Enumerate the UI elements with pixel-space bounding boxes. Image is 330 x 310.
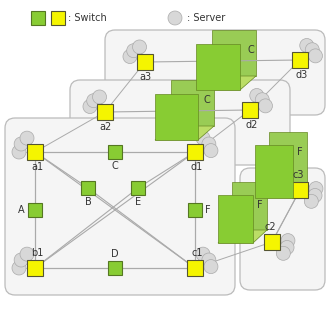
Bar: [97, 104, 113, 120]
Circle shape: [280, 241, 294, 255]
Text: F: F: [257, 200, 263, 210]
Polygon shape: [212, 30, 256, 76]
FancyBboxPatch shape: [5, 118, 235, 295]
Text: d3: d3: [296, 70, 308, 80]
Circle shape: [309, 182, 323, 196]
Circle shape: [276, 246, 290, 260]
Text: c1: c1: [191, 248, 203, 258]
Bar: [108, 261, 122, 275]
Bar: [31, 11, 45, 25]
Bar: [27, 144, 43, 160]
Text: c3: c3: [292, 170, 304, 180]
Circle shape: [202, 137, 216, 151]
Circle shape: [204, 259, 218, 274]
FancyBboxPatch shape: [240, 168, 325, 290]
Circle shape: [255, 93, 269, 107]
Bar: [292, 182, 308, 198]
Text: : Server: : Server: [187, 13, 225, 23]
Text: : Switch: : Switch: [68, 13, 107, 23]
FancyBboxPatch shape: [70, 80, 290, 165]
Circle shape: [127, 44, 141, 58]
Circle shape: [123, 50, 137, 64]
Bar: [264, 234, 280, 250]
Circle shape: [281, 234, 295, 248]
Circle shape: [304, 194, 318, 208]
Polygon shape: [218, 195, 253, 243]
Circle shape: [92, 90, 107, 104]
Bar: [188, 203, 202, 217]
Circle shape: [12, 261, 26, 275]
Circle shape: [14, 253, 28, 267]
Text: a1: a1: [31, 162, 43, 172]
Circle shape: [308, 188, 322, 202]
Circle shape: [196, 131, 210, 145]
Polygon shape: [155, 126, 214, 140]
Circle shape: [258, 99, 273, 113]
Bar: [51, 11, 65, 25]
Text: C: C: [203, 95, 210, 105]
Circle shape: [12, 145, 26, 159]
Circle shape: [168, 11, 182, 25]
Bar: [108, 145, 122, 159]
Bar: [187, 260, 203, 276]
Bar: [242, 102, 258, 118]
Circle shape: [83, 100, 97, 113]
Circle shape: [305, 43, 319, 57]
Text: E: E: [135, 197, 141, 207]
Text: d1: d1: [191, 162, 203, 172]
Circle shape: [204, 144, 218, 157]
Bar: [28, 203, 42, 217]
Bar: [27, 260, 43, 276]
Bar: [187, 144, 203, 160]
Circle shape: [250, 88, 264, 103]
Circle shape: [133, 40, 147, 54]
Text: a2: a2: [99, 122, 111, 132]
Circle shape: [300, 38, 314, 52]
Circle shape: [14, 137, 28, 151]
Polygon shape: [218, 230, 267, 243]
Polygon shape: [269, 132, 307, 185]
Text: C: C: [248, 45, 255, 55]
Text: B: B: [84, 197, 91, 207]
Circle shape: [202, 253, 216, 267]
Bar: [292, 52, 308, 68]
Text: D: D: [111, 249, 119, 259]
Circle shape: [20, 247, 34, 261]
Text: F: F: [297, 147, 303, 157]
Bar: [137, 54, 153, 70]
Circle shape: [309, 49, 322, 63]
Text: c2: c2: [264, 222, 276, 232]
Polygon shape: [196, 76, 256, 90]
Text: d2: d2: [246, 120, 258, 130]
Bar: [81, 181, 95, 195]
Polygon shape: [255, 145, 293, 198]
Text: A: A: [18, 205, 25, 215]
Polygon shape: [255, 185, 307, 198]
Text: b1: b1: [31, 248, 43, 258]
Polygon shape: [171, 80, 214, 126]
Text: a3: a3: [139, 72, 151, 82]
Circle shape: [87, 94, 101, 108]
Polygon shape: [232, 182, 267, 230]
Text: C: C: [112, 161, 118, 171]
Polygon shape: [155, 94, 198, 140]
FancyBboxPatch shape: [105, 30, 325, 115]
Circle shape: [20, 131, 34, 145]
Bar: [131, 181, 145, 195]
Text: F: F: [205, 205, 211, 215]
Polygon shape: [196, 44, 240, 90]
Circle shape: [196, 247, 210, 261]
